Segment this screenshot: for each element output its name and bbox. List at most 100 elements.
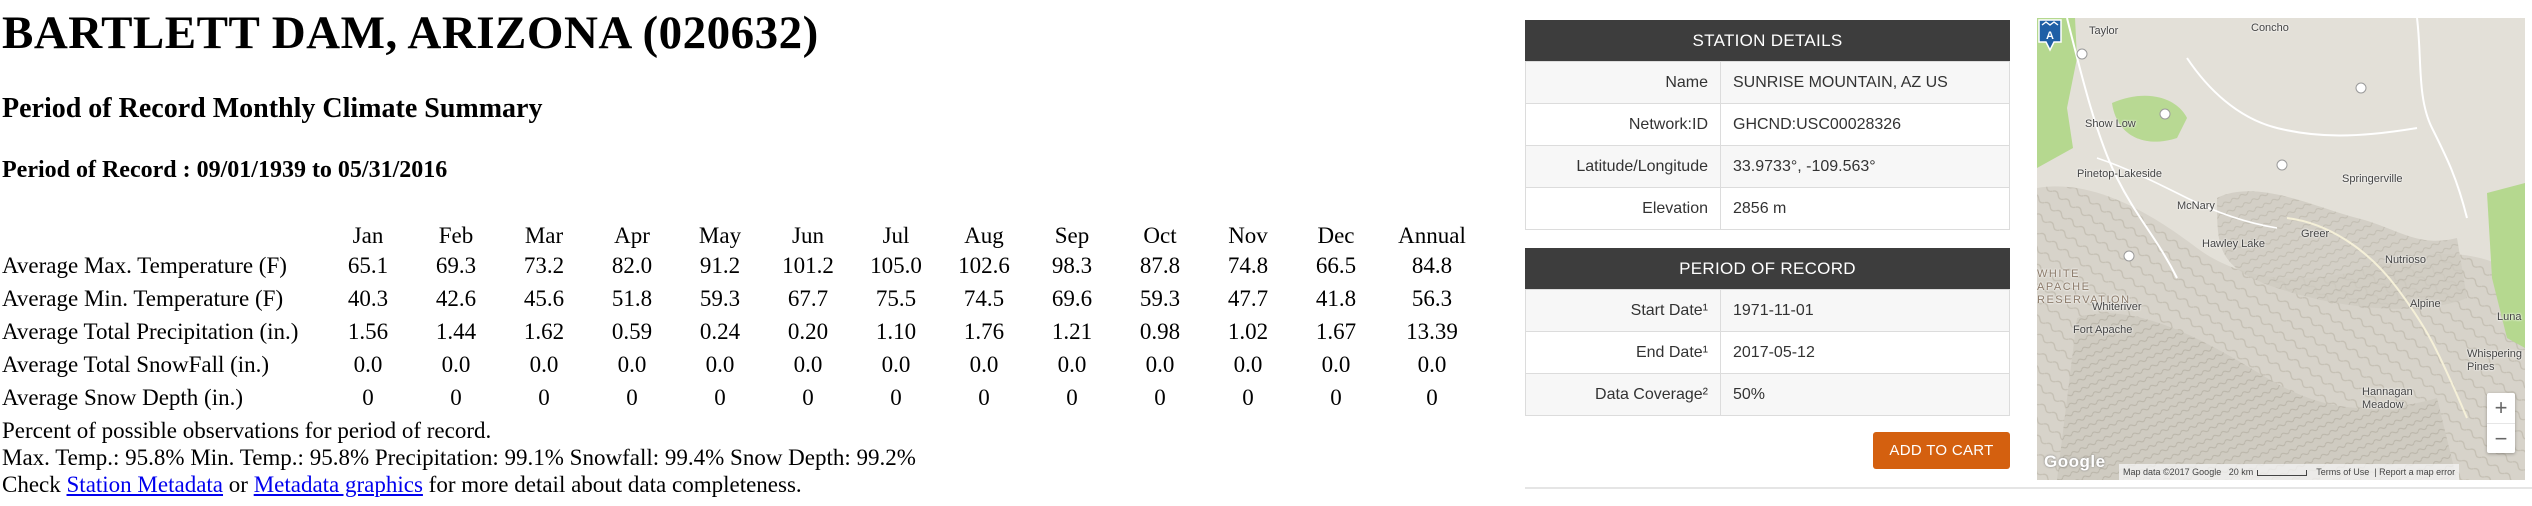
station-metadata-link[interactable]: Station Metadata [66,472,224,497]
map-attribution-bar: Map data ©2017 Google 20 km Terms of Use… [2119,464,2460,480]
table-cell: 0.98 [1139,319,1181,344]
table-cell: 0.0 [441,352,471,377]
table-cell: 91.2 [699,253,741,278]
table-row: Average Snow Depth (in.) 0 0 0 0 0 0 0 0 0 0 0 0 0 [2,381,1484,414]
place-label: Greer [2301,228,2330,240]
table-cell: 87.8 [1139,253,1181,278]
place-label: Pinetop-Lakeside [2077,168,2163,180]
detail-value: 2856 m [1720,187,2010,230]
place-label: Hannagan Meadow [2362,386,2413,411]
terms-of-use-link[interactable]: Terms of Use [2316,467,2370,477]
table-cell: 0 [362,385,374,410]
place-label: Luna [2497,311,2522,323]
table-cell: 0 [626,385,638,410]
detail-value: 50% [1720,373,2010,416]
table-header-annual: Annual [1398,223,1466,248]
station-details-header: STATION DETAILS [1525,20,2010,61]
row-label: Average Snow Depth (in.) [2,385,244,410]
table-header-month: Aug [964,223,1004,248]
place-label: Fort Apache [2073,324,2133,336]
table-cell: 0.0 [793,352,823,377]
place-label: Whiteriver [2092,301,2142,313]
table-cell: 0.0 [705,352,735,377]
row-label: Average Max. Temperature (F) [2,253,287,278]
map-terrain [2037,18,2525,480]
table-cell: 0 [890,385,902,410]
map-data-attribution: Map data ©2017 Google [2123,467,2222,477]
table-cell: 101.2 [782,253,834,278]
table-header-month: Nov [1228,223,1268,248]
table-cell: 51.8 [611,286,653,311]
detail-key: Elevation [1525,187,1721,230]
table-cell: 0 [978,385,990,410]
metadata-graphics-link[interactable]: Metadata graphics [253,472,423,497]
table-cell: 1.10 [875,319,917,344]
table-cell: 45.6 [523,286,565,311]
report-map-error-link[interactable]: Report a map error [2379,467,2456,477]
detail-row: Start Date¹ 1971-11-01 [1525,289,2010,332]
or-text: or [228,472,248,497]
observation-note: Percent of possible observations for per… [2,418,492,443]
zoom-control: + − [2487,393,2515,453]
check-suffix: for more detail about data completeness. [428,472,802,497]
table-row: Average Max. Temperature (F) 65.1 69.3 73.2… [2,249,1484,282]
table-cell: 0.59 [611,319,653,344]
detail-value: 2017-05-12 [1720,331,2010,374]
table-cell: 82.0 [611,253,653,278]
row-label: Average Total Precipitation (in.) [2,319,299,344]
table-cell: 0.0 [1321,352,1351,377]
table-cell: 75.5 [875,286,917,311]
table-cell: 84.8 [1411,253,1453,278]
table-cell: 0.0 [353,352,383,377]
table-cell: 98.3 [1051,253,1093,278]
table-cell: 66.5 [1315,253,1357,278]
table-row: Average Total SnowFall (in.) 0.0 0.0 0.0 0.0… [2,348,1484,381]
station-map[interactable]: Taylor Concho Show Low Pinetop-Lakeside … [2037,18,2525,480]
table-cell: 42.6 [435,286,477,311]
table-cell: 0.0 [969,352,999,377]
table-header-month: Sep [1054,223,1090,248]
scale-bar [2257,469,2308,476]
period-of-record-body: Start Date¹ 1971-11-01 End Date¹ 2017-05-12… [1525,289,2010,416]
place-label: Show Low [2085,118,2136,130]
table-cell: 0 [538,385,550,410]
row-label: Average Total SnowFall (in.) [2,352,270,377]
reservation-label: WHITE APACHE RESERVATION [2037,268,2131,306]
table-cell: 0.0 [1057,352,1087,377]
table-cell: 74.5 [963,286,1005,311]
table-cell: 0 [1154,385,1166,410]
zoom-out-button[interactable]: − [2494,426,2508,451]
table-cell: 0 [1066,385,1078,410]
station-marker-icon[interactable]: A [2037,18,2063,52]
table-header-month: Jan [352,223,384,248]
table-header-month: Dec [1317,223,1355,248]
google-logo[interactable]: Google [2044,452,2106,471]
table-cell: 69.6 [1051,286,1093,311]
zoom-in-button[interactable]: + [2487,393,2515,424]
table-cell: 0.20 [787,319,829,344]
add-to-cart-button[interactable]: ADD TO CART [1873,432,2010,469]
table-cell: 1.67 [1315,319,1357,344]
climate-table: Jan Feb Mar Apr May Jun Jul Aug Sep Oct … [2,222,1484,414]
period-of-record-line: Period of Record : 09/01/1939 to 05/31/2… [2,157,448,183]
table-cell: 0.0 [529,352,559,377]
period-of-record-header: PERIOD OF RECORD [1525,248,2010,289]
table-header-month: Mar [524,223,564,248]
table-cell: 65.1 [347,253,389,278]
period-of-record-table: Start Date¹ 1971-11-01 End Date¹ 2017-05-12… [1525,289,2010,416]
table-cell: 56.3 [1411,286,1453,311]
detail-value: 33.9733°, -109.563° [1720,145,2010,188]
table-cell: 0.0 [617,352,647,377]
detail-value: SUNRISE MOUNTAIN, AZ US [1720,61,2010,104]
place-label: Concho [2251,22,2289,34]
table-header-row: Jan Feb Mar Apr May Jun Jul Aug Sep Oct … [2,222,1484,249]
place-label: Taylor [2089,25,2119,37]
table-header-month: May [698,223,742,248]
table-cell: 1.76 [963,319,1005,344]
table-header-month: Jul [882,223,910,248]
table-header-month: Apr [614,223,650,248]
station-title: BARTLETT DAM, ARIZONA (020632) [2,7,819,59]
table-cell: 0 [802,385,814,410]
table-cell: 1.44 [435,319,477,344]
marker-letter: A [2046,30,2054,42]
